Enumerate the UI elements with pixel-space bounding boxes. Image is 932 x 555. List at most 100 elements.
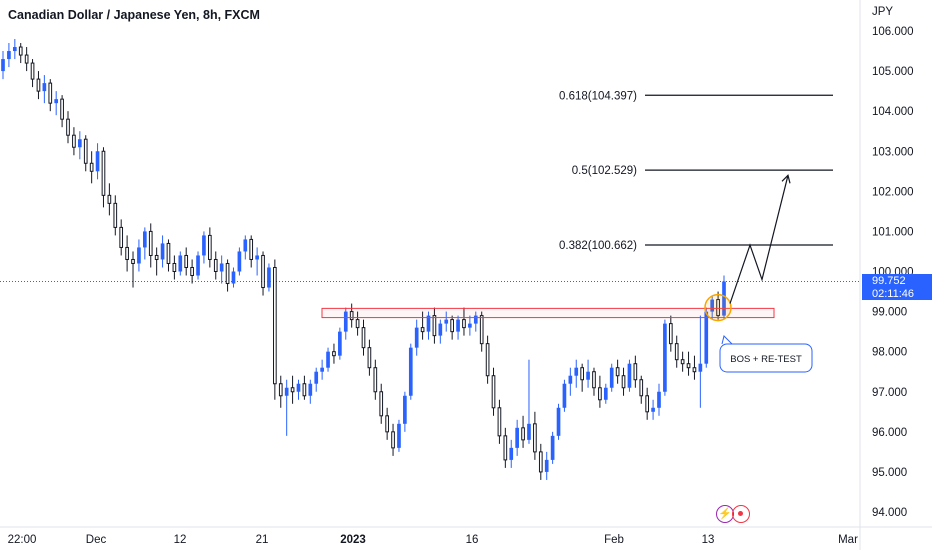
x-tick-label: 16: [466, 534, 479, 546]
candle-body: [326, 351, 330, 368]
candle-body: [515, 427, 519, 448]
candle-body: [18, 46, 23, 56]
candle-body: [497, 407, 502, 437]
candle-body: [231, 271, 236, 284]
x-tick-label: 12: [174, 534, 187, 546]
candle-body: [166, 242, 171, 264]
candle-body: [107, 194, 112, 204]
candle-body: [101, 150, 106, 196]
candle-body: [674, 343, 679, 361]
candle-body: [178, 255, 183, 272]
candle-body: [273, 266, 277, 385]
candle-body: [527, 423, 531, 440]
candle-body: [485, 343, 490, 377]
bar-countdown: 02:11:46: [872, 288, 915, 300]
candle-body: [456, 319, 460, 332]
candle-body: [627, 363, 632, 388]
callout-pointer: [721, 335, 733, 345]
candle-body: [491, 375, 496, 409]
candle-body: [95, 151, 100, 172]
candle-body: [574, 367, 579, 376]
candle-body: [580, 367, 584, 381]
candle-body: [12, 47, 17, 52]
candle-body: [119, 226, 124, 248]
candle-body: [450, 319, 454, 333]
candle-body: [651, 407, 655, 412]
candle-body: [521, 427, 525, 441]
candle-body: [668, 323, 673, 345]
candle-body: [125, 246, 129, 260]
y-tick-label: 97.000: [872, 387, 907, 399]
candle-body: [680, 359, 685, 365]
candle-body: [213, 258, 218, 273]
candle-body: [556, 407, 561, 436]
candle-body: [48, 82, 53, 104]
candle-body: [278, 383, 283, 397]
candle-body: [225, 262, 230, 285]
y-tick-label: 95.000: [872, 467, 907, 479]
candle-body: [468, 323, 472, 328]
candle-body: [237, 251, 242, 272]
candle-body: [290, 387, 295, 393]
x-tick-label: 22:00: [8, 534, 37, 546]
candle-body: [692, 367, 697, 373]
candle-body: [639, 379, 644, 397]
candle-body: [296, 383, 301, 392]
candle-body: [698, 363, 703, 372]
candle-body: [30, 62, 35, 80]
projection-path: [729, 175, 789, 304]
x-tick-label: Dec: [86, 534, 107, 546]
chart-title: Canadian Dollar / Japanese Yen, 8h, FXCM: [8, 8, 260, 22]
y-tick-label: 101.000: [872, 226, 914, 238]
candle-body: [154, 254, 159, 260]
candle-body: [361, 327, 366, 349]
x-tick-label: 2023: [340, 534, 366, 546]
candle-body: [314, 371, 319, 384]
candle-body: [343, 311, 348, 332]
candle-body: [320, 367, 324, 372]
candle-body: [373, 367, 378, 393]
record-icon[interactable]: [732, 505, 750, 523]
candle-body: [24, 54, 29, 64]
candle-body: [36, 78, 41, 92]
candle-body: [615, 367, 620, 377]
candle-body: [550, 435, 555, 460]
candle-body: [426, 315, 431, 332]
candle-body: [113, 202, 118, 228]
candle-body: [710, 299, 715, 312]
projection-arrowhead: [781, 174, 791, 184]
candle-body: [686, 363, 691, 369]
candle-body: [598, 387, 602, 401]
y-tick-label: 94.000: [872, 507, 907, 519]
y-tick-label: 102.000: [872, 186, 914, 198]
candle-body: [479, 315, 484, 345]
candle-body: [533, 423, 537, 453]
candle-body: [77, 139, 82, 148]
candle-body: [190, 266, 194, 277]
candle-body: [261, 254, 265, 289]
candle-body: [338, 331, 342, 356]
candle-body: [704, 311, 709, 364]
candle-body: [308, 383, 313, 396]
candle-body: [391, 431, 395, 449]
breakout-zone: [321, 307, 775, 319]
candle-body: [403, 395, 407, 424]
last-price-tag: 99.752 02:11:46: [862, 274, 932, 300]
candle-body: [722, 281, 726, 316]
x-tick-label: 21: [256, 534, 269, 546]
candle-body: [349, 311, 354, 321]
candle-body: [302, 383, 307, 397]
candle-body: [633, 363, 638, 381]
candle-body: [462, 319, 466, 329]
candle-body: [66, 118, 70, 136]
candle-body: [196, 255, 200, 276]
candle-body: [379, 391, 384, 417]
candle-body: [657, 391, 661, 408]
candle-body: [54, 99, 59, 104]
candle-body: [609, 367, 614, 388]
candle-body: [137, 247, 141, 264]
fib-level-label: 0.382(100.662): [559, 240, 637, 252]
candle-body: [586, 371, 590, 380]
candle-body: [603, 387, 608, 400]
candle-body: [143, 231, 147, 248]
